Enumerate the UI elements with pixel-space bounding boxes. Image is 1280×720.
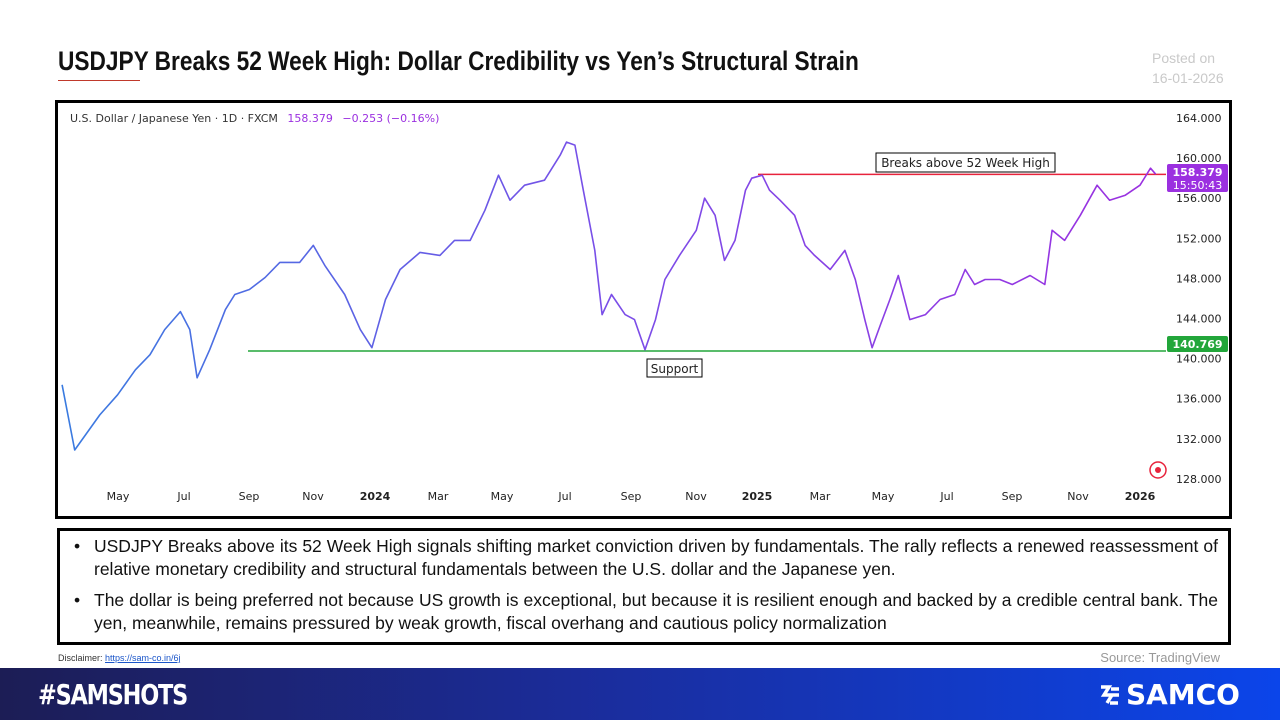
page-title: USDJPY Breaks 52 Week High: Dollar Credi…	[58, 46, 859, 76]
posted-info: Posted on 16-01-2026	[1152, 48, 1224, 88]
resistance-label: Breaks above 52 Week High	[881, 156, 1050, 170]
y-tick-label: 160.000	[1176, 152, 1222, 165]
disclaimer-link[interactable]: https://sam-co.in/6j	[105, 653, 181, 663]
x-tick-label: Sep	[621, 490, 642, 503]
disclaimer: Disclaimer: https://sam-co.in/6j	[58, 653, 181, 663]
support-price-value: 140.769	[1172, 338, 1222, 351]
y-tick-label: 156.000	[1176, 192, 1222, 205]
x-tick-label: Jul	[176, 490, 190, 503]
x-tick-label: Mar	[428, 490, 449, 503]
support-label: Support	[651, 362, 699, 376]
hashtag: #SAMSHOTS	[38, 678, 188, 711]
source-note: Source: TradingView	[1100, 650, 1220, 665]
x-tick-label: Sep	[1002, 490, 1023, 503]
resistance-label-box	[875, 152, 1056, 173]
legend-change: −0.253 (−0.16%)	[342, 112, 440, 125]
current-price-value: 158.379	[1172, 166, 1222, 179]
bar-countdown: 15:50:43	[1173, 179, 1222, 192]
x-tick-label: 2026	[1125, 490, 1156, 503]
x-tick-label: Jul	[557, 490, 571, 503]
x-tick-label: May	[107, 490, 130, 503]
y-tick-label: 136.000	[1176, 393, 1222, 406]
y-tick-label: 144.000	[1176, 313, 1222, 326]
support-label-box	[646, 358, 703, 378]
x-tick-label: Nov	[685, 490, 707, 503]
posted-date: 16-01-2026	[1152, 70, 1224, 86]
x-tick-label: Nov	[1067, 490, 1089, 503]
y-tick-label: 140.000	[1176, 353, 1222, 366]
y-tick-label: 128.000	[1176, 473, 1222, 486]
x-tick-label: May	[491, 490, 514, 503]
commentary-bullet: The dollar is being preferred not becaus…	[70, 589, 1218, 635]
current-price-tag	[1167, 164, 1228, 192]
y-tick-label: 132.000	[1176, 433, 1222, 446]
x-tick-label: Jul	[939, 490, 953, 503]
samco-logo: SAMCO	[1098, 678, 1240, 711]
posted-label: Posted on	[1152, 50, 1216, 66]
chart-legend: U.S. Dollar / Japanese Yen · 1D · FXCM 1…	[70, 112, 439, 125]
record-icon-dot	[1155, 467, 1161, 473]
samco-logo-icon	[1100, 684, 1119, 705]
y-tick-label: 152.000	[1176, 232, 1222, 245]
footer-banner: #SAMSHOTS SAMCO	[0, 668, 1280, 720]
record-icon	[1149, 461, 1167, 479]
price-chart: 164.000 160.000 156.000 152.000 148.000 144.0…	[55, 100, 1232, 519]
title-underline	[58, 80, 140, 81]
legend-symbol: U.S. Dollar / Japanese Yen · 1D · FXCM	[70, 112, 278, 125]
legend-price: 158.379	[287, 112, 333, 125]
x-tick-label: Nov	[302, 490, 324, 503]
x-tick-label: May	[872, 490, 895, 503]
commentary-box: USDJPY Breaks above its 52 Week High sig…	[57, 528, 1231, 645]
y-tick-label: 148.000	[1176, 272, 1222, 285]
support-price-tag	[1167, 336, 1228, 352]
y-tick-label: 164.000	[1176, 112, 1222, 125]
brand-name: SAMCO	[1125, 678, 1240, 711]
commentary-bullet: USDJPY Breaks above its 52 Week High sig…	[70, 535, 1218, 581]
disclaimer-label: Disclaimer:	[58, 653, 103, 663]
chart-svg: 164.000 160.000 156.000 152.000 148.000 144.0…	[61, 112, 1228, 503]
x-tick-label: Sep	[239, 490, 260, 503]
x-tick-label: 2024	[360, 490, 391, 503]
price-series-line	[61, 141, 1157, 451]
x-tick-label: 2025	[742, 490, 773, 503]
x-tick-label: Mar	[810, 490, 831, 503]
